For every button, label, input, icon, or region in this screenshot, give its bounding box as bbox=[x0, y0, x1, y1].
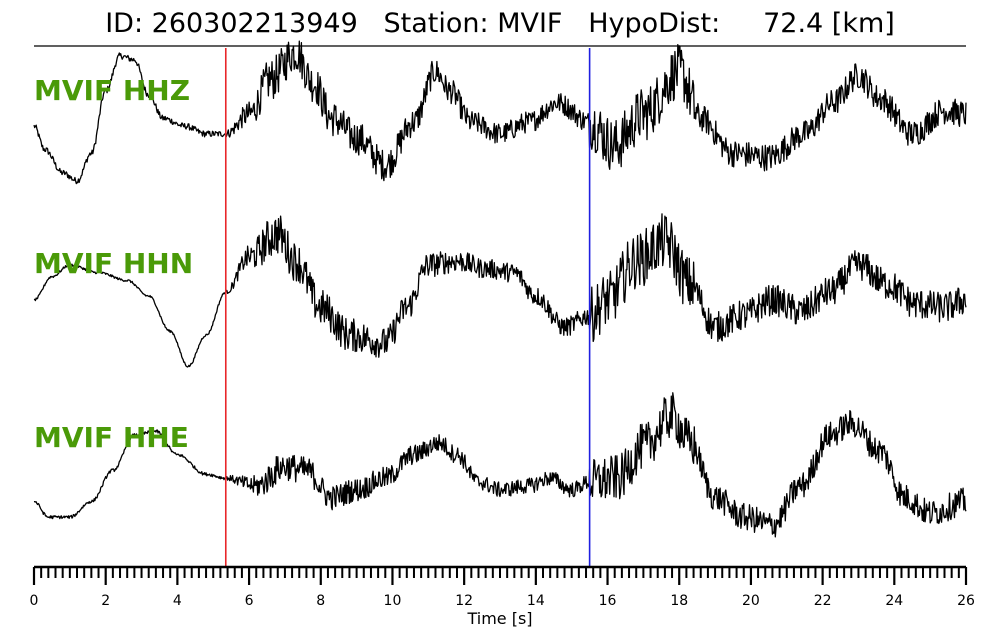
x-tick-label: 20 bbox=[742, 593, 760, 609]
trace-label-1: MVIF HHZ bbox=[34, 74, 190, 107]
chart-title: ID: 260302213949 Station: MVIF HypoDist:… bbox=[105, 8, 895, 39]
trace-line-3 bbox=[33, 392, 967, 538]
x-axis: 0 2 4 6 8 10 12 14 16 18 20 22 24 26 bbox=[30, 565, 975, 609]
x-tick-label: 6 bbox=[245, 593, 254, 609]
trace-line-2 bbox=[33, 213, 967, 368]
x-tick-label: 14 bbox=[527, 593, 545, 609]
x-tick-label: 2 bbox=[101, 593, 110, 609]
pick-line-group bbox=[224, 48, 591, 567]
trace-line-1 bbox=[33, 40, 967, 185]
x-tick-label: 12 bbox=[455, 593, 473, 609]
x-tick-label: 16 bbox=[599, 593, 617, 609]
x-tick-label: 22 bbox=[814, 593, 832, 609]
x-tick-label: 4 bbox=[173, 593, 182, 609]
x-tick-label: 10 bbox=[384, 593, 402, 609]
x-tick-label: 18 bbox=[670, 593, 688, 609]
trace-group bbox=[33, 40, 967, 538]
x-tick-label: 24 bbox=[885, 593, 903, 609]
trace-label-group: MVIF HHZ MVIF HHN MVIF HHE bbox=[34, 74, 193, 454]
x-tick-label: 0 bbox=[30, 593, 39, 609]
trace-label-3: MVIF HHE bbox=[34, 421, 189, 454]
x-tick-label: 8 bbox=[316, 593, 325, 609]
x-axis-label: Time [s] bbox=[466, 609, 532, 628]
x-tick-label: 26 bbox=[957, 593, 975, 609]
trace-label-2: MVIF HHN bbox=[34, 247, 193, 280]
